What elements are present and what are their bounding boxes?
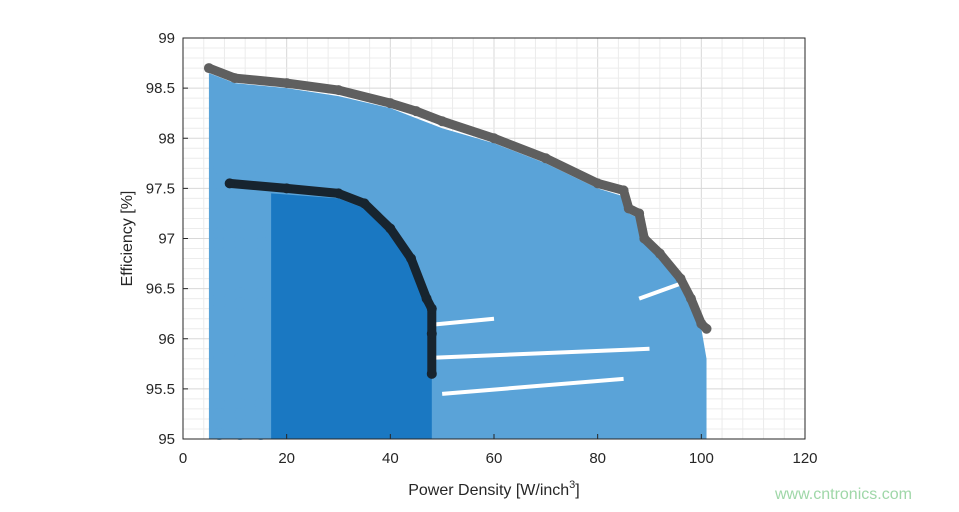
x-tick-label: 0 [179,450,187,467]
scatter-point [234,162,247,175]
pareto-front-dark-point [224,178,235,189]
pareto-front-gray-point [281,78,292,89]
scatter-point [254,237,267,250]
y-tick-label: 95.5 [146,381,175,398]
cloud-gap [442,376,624,396]
scatter-point [213,397,226,410]
pareto-front-gray-point [489,133,499,144]
scatter-point [254,227,267,240]
pareto-front-gray-point [592,178,603,189]
x-tick-label: 40 [382,450,399,467]
pareto-front-gray-point [639,233,650,244]
scatter-cloud-dark [271,193,432,439]
pareto-front-gray-point [654,248,665,259]
pareto-front-gray-point [634,208,645,219]
scatter-point [254,297,267,310]
y-tick-label: 96.5 [146,281,175,298]
scatter-point [234,427,247,440]
pareto-front-gray-point [333,85,344,96]
pareto-front-gray-point [618,185,629,196]
pareto-front-dark-point [281,183,292,194]
x-tick-label: 60 [486,450,503,467]
y-axis-label: Efficiency [%] [119,191,136,287]
scatter-point [213,297,226,310]
scatter-point [234,352,247,365]
pareto-front-dark-point [426,303,437,314]
pareto-front-gray-point [203,63,214,74]
pareto-front-dark-point [421,293,432,304]
scatter-point [234,407,247,420]
scatter-point [234,287,247,300]
pareto-front-dark-point [406,253,417,264]
pareto-front-dark-line [225,178,437,379]
scatter-point [234,237,247,250]
y-tick-label: 96 [158,331,175,348]
scatter-point [254,352,267,365]
pareto-front-dark-point [359,198,370,209]
x-tick-label: 120 [792,450,817,467]
pareto-front-dark-point [385,223,396,234]
cloud-gap [638,281,682,301]
scatter-point [213,352,226,365]
scatter-point [213,287,226,300]
scatter-point [254,427,267,440]
x-tick-label: 20 [278,450,295,467]
scatter-point [234,297,247,310]
scatter-point [213,237,226,250]
y-tick-label: 95 [158,431,175,448]
pareto-front-gray-point [229,73,240,84]
pareto-front-gray-point [411,106,422,117]
scatter-point [254,407,267,420]
scatter-point [213,427,226,440]
y-tick-label: 98 [158,130,175,147]
scatter-point [213,227,226,240]
scatter-point [213,162,226,175]
x-tick-label: 100 [689,450,714,467]
x-tick-label: 80 [589,450,606,467]
y-tick-label: 97 [158,231,175,248]
scatter-point [254,162,267,175]
scatter-point [254,397,267,410]
pareto-front-gray-point [685,293,696,304]
y-tick-label: 98.5 [146,80,175,97]
y-tick-label: 99 [158,30,175,47]
y-tick-label: 97.5 [146,180,175,197]
x-axis-label: Power Density [W/inch3] [408,479,580,499]
pareto-front-gray-point [385,98,396,109]
pareto-front-gray-point [623,203,634,214]
watermark: www.cntronics.com [775,486,912,503]
scatter-point [213,407,226,420]
scatter-point [234,227,247,240]
scatter-point [234,397,247,410]
pareto-front-gray-point [675,273,686,284]
pareto-front-dark-point [426,368,437,379]
pareto-front-gray-point [540,153,551,164]
pareto-front-gray-point [701,323,712,334]
pareto-front-dark-point [333,188,344,199]
scatter-point [254,287,267,300]
pareto-front-dark-point [426,328,437,339]
scatter-point [213,177,226,190]
pareto-front-gray-point [437,116,448,127]
